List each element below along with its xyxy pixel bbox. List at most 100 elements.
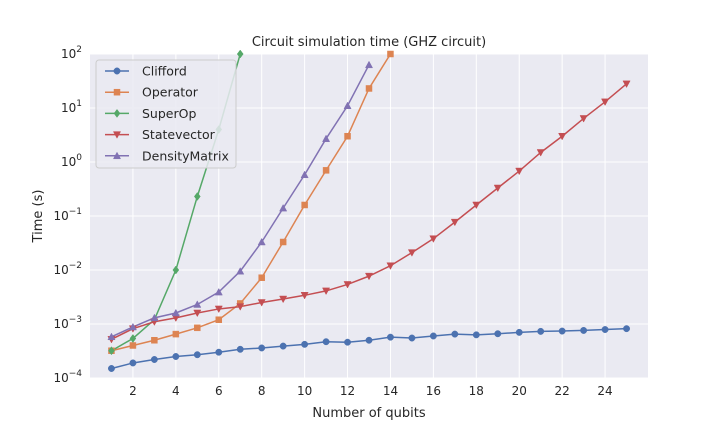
operator-data-point xyxy=(258,274,265,281)
statevector-data-point xyxy=(558,132,567,141)
y-tick-exponent: −1 xyxy=(69,207,82,217)
x-tick-label: 16 xyxy=(426,384,441,398)
operator-data-point xyxy=(215,316,223,323)
clifford-data-point xyxy=(129,359,137,367)
superop-data-point xyxy=(129,334,137,343)
y-tick-exponent: −2 xyxy=(69,261,82,271)
marker-layer xyxy=(107,49,631,372)
clifford-data-point xyxy=(344,338,351,346)
y-tick-label: 10−3 xyxy=(53,315,82,331)
legend-entries: Clifford Operator SuperOp Statevector Densit… xyxy=(105,64,229,163)
y-tick-label: 10−1 xyxy=(53,207,82,223)
clifford-data-point xyxy=(387,333,394,341)
clifford-data-point xyxy=(193,351,201,359)
statevector-data-point xyxy=(322,287,331,296)
operator-legend-label: Operator xyxy=(142,85,199,100)
operator-data-point xyxy=(301,201,308,209)
clifford-data-point xyxy=(601,326,609,333)
densitymatrix-data-point xyxy=(343,101,352,110)
clifford-data-point xyxy=(515,328,523,336)
x-tick-label: 24 xyxy=(597,384,612,398)
x-axis-label: Number of qubits xyxy=(312,406,425,421)
densitymatrix-legend-label: DensityMatrix xyxy=(142,148,229,163)
statevector-data-point xyxy=(472,201,481,210)
statevector-data-point xyxy=(300,292,309,300)
statevector-data-point xyxy=(386,262,395,270)
densitymatrix-data-point xyxy=(128,322,137,331)
y-tick-base: 10 xyxy=(53,371,68,385)
y-tick-base: 10 xyxy=(53,317,68,331)
clifford-data-point xyxy=(494,330,502,338)
operator-data-point xyxy=(387,50,394,58)
clifford-data-point xyxy=(472,331,480,339)
statevector-data-point xyxy=(622,80,631,88)
y-tick-base: 10 xyxy=(53,263,68,277)
clifford-data-point xyxy=(558,327,566,335)
y-axis-label: Time (s) xyxy=(31,190,46,244)
y-tick-base: 10 xyxy=(61,101,76,115)
clifford-legend-label: Clifford xyxy=(142,64,187,79)
clifford-data-point xyxy=(322,338,330,346)
clifford-data-point xyxy=(236,345,244,353)
operator-data-point xyxy=(151,337,158,344)
operator-data-point xyxy=(322,167,330,174)
clifford-data-point xyxy=(258,344,266,352)
densitymatrix-data-point xyxy=(236,267,245,275)
y-tick-label: 101 xyxy=(61,99,82,115)
x-tick-label: 14 xyxy=(383,384,398,398)
legend-box xyxy=(95,59,237,169)
y-tick-label: 10−2 xyxy=(53,261,82,277)
clifford-data-point xyxy=(279,342,287,350)
x-tick-label: 10 xyxy=(297,384,312,398)
statevector-data-point xyxy=(364,272,374,281)
operator-data-point xyxy=(172,330,180,338)
clifford-data-point xyxy=(172,353,180,360)
densitymatrix-data-point xyxy=(322,134,331,142)
statevector-data-point xyxy=(343,281,352,289)
clifford-data-point xyxy=(215,348,223,356)
x-tick-label: 6 xyxy=(215,384,223,398)
y-tick-base: 10 xyxy=(61,47,76,61)
y-tick-exponent: 0 xyxy=(76,153,82,163)
densitymatrix-data-point xyxy=(300,170,309,179)
x-tick-label: 2 xyxy=(129,384,137,398)
x-tick-labels: 2 4 6 8 10 12 14 16 18 20 22 24 xyxy=(129,384,613,398)
y-tick-base: 10 xyxy=(53,209,68,223)
superop-data-point xyxy=(236,49,244,59)
operator-data-point xyxy=(365,85,373,92)
operator-data-point xyxy=(344,132,351,140)
y-tick-exponent: 2 xyxy=(76,45,82,55)
superop-legend-label: SuperOp xyxy=(142,106,196,121)
densitymatrix-data-point xyxy=(193,300,202,308)
y-tick-exponent: −4 xyxy=(69,369,83,379)
superop-data-point xyxy=(172,265,180,275)
densitymatrix-data-point xyxy=(279,203,288,212)
clifford-data-point xyxy=(429,332,437,340)
clifford-data-point xyxy=(365,336,373,344)
operator-data-point xyxy=(279,238,287,246)
statevector-legend-marker xyxy=(112,131,122,139)
statevector-data-point xyxy=(279,295,288,304)
statevector-data-point xyxy=(236,303,245,311)
clifford-data-point xyxy=(623,325,630,333)
superop-legend-marker xyxy=(113,108,121,118)
legend: Clifford Operator SuperOp Statevector Densit… xyxy=(95,59,237,169)
y-tick-base: 10 xyxy=(61,155,76,169)
y-tick-label: 100 xyxy=(61,153,82,169)
clifford-data-point xyxy=(108,365,115,372)
densitymatrix-data-point xyxy=(214,287,223,296)
clifford-data-point xyxy=(580,326,588,334)
chart-title: Circuit simulation time (GHZ circuit) xyxy=(252,35,486,50)
y-tick-exponent: −3 xyxy=(69,315,82,325)
clifford-data-point xyxy=(451,330,459,338)
clifford-data-point xyxy=(408,334,416,342)
densitymatrix-data-point xyxy=(257,237,266,246)
y-tick-label: 102 xyxy=(61,45,82,61)
statevector-data-point xyxy=(579,115,588,123)
y-tick-exponent: 1 xyxy=(76,99,82,109)
superop-data-point xyxy=(193,192,201,201)
densitymatrix-data-point xyxy=(150,313,159,322)
densitymatrix-data-point xyxy=(171,308,180,317)
